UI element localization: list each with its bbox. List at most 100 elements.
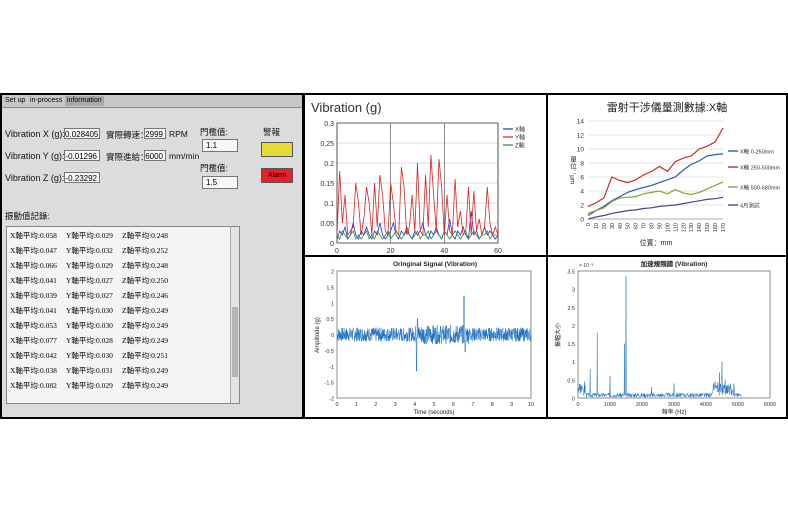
log-z-value: Z軸平均:0.249 — [122, 336, 169, 345]
x-tick-label: 120 — [681, 223, 687, 232]
spectrum-trace — [577, 276, 742, 398]
chart-title: 加速規頻譜 (Vibration) — [640, 259, 708, 268]
y-tick-label: 0.2 — [324, 161, 334, 168]
log-y-value: Y軸平均:0.032 — [66, 246, 113, 255]
log-row: X軸平均:0.042 Y軸平均:0.030 Z軸平均:0.251 — [10, 350, 178, 362]
x-tick-label: 140 — [697, 223, 703, 232]
x-axis-label: 頻率 (Hz) — [662, 408, 687, 416]
x-tick-label: 170 — [721, 223, 727, 232]
y-tick-label: 12 — [577, 133, 585, 140]
tab-information[interactable]: information — [65, 96, 104, 106]
chart-title: Vibration (g) — [311, 100, 382, 115]
x-tick-label: 8 — [491, 402, 494, 408]
log-y-value: Y軸平均:0.027 — [66, 291, 113, 300]
y-tick-label: 4 — [580, 189, 584, 196]
x-tick-label: 1000 — [604, 402, 616, 408]
y-tick-label: 10 — [577, 147, 585, 154]
legend-label: X軸 500-680mm — [740, 184, 780, 192]
log-y-value: Y軸平均:0.031 — [66, 366, 113, 375]
log-y-value: Y軸平均:0.028 — [66, 336, 113, 345]
threshold2-label: 門檻值: — [200, 163, 228, 173]
log-row: X軸平均:0.077 Y軸平均:0.028 Z軸平均:0.249 — [10, 335, 178, 347]
x-tick-label: 4000 — [700, 402, 712, 408]
x-tick-label: 40 — [440, 248, 448, 255]
legend-label: Z軸 — [515, 142, 525, 150]
x-tick-label: 30 — [610, 223, 616, 229]
y-tick-label: 0.15 — [320, 181, 334, 188]
x-tick-label: 70 — [642, 223, 648, 229]
log-x-value: X軸平均:0.082 — [10, 381, 57, 390]
y-tick-label: 3.5 — [567, 270, 575, 276]
y-tick-label: 1 — [331, 301, 334, 307]
vibration-log-list: X軸平均:0.058 Y軸平均:0.029 Z軸平均:0.248 X軸平均:0.047… — [6, 226, 240, 404]
x-tick-label: 100 — [665, 223, 671, 232]
x-tick-label: 130 — [689, 223, 695, 232]
x-tick-label: 3000 — [668, 402, 680, 408]
legend-label: X軸 0-250mm — [740, 148, 774, 156]
log-x-value: X軸平均:0.039 — [10, 291, 57, 300]
log-y-value: Y軸平均:0.029 — [66, 381, 113, 390]
vib-z-field: -0.23292 — [64, 172, 100, 183]
y-tick-label: -0.5 — [325, 349, 334, 355]
log-y-value: Y軸平均:0.029 — [66, 261, 113, 270]
series-line-1 — [587, 127, 724, 207]
y-tick-label: 2 — [331, 270, 334, 276]
tab-setup[interactable]: Set up — [5, 97, 26, 104]
y-tick-label: -1.5 — [325, 381, 334, 387]
x-tick-label: 6000 — [764, 402, 776, 408]
log-x-value: X軸平均:0.058 — [10, 231, 57, 240]
log-y-value: Y軸平均:0.030 — [66, 306, 113, 315]
log-x-value: X軸平均:0.047 — [10, 246, 57, 255]
log-x-value: X軸平均:0.041 — [10, 306, 57, 315]
log-y-value: Y軸平均:0.030 — [66, 351, 113, 360]
chart-title: Oringinal Signal (Vibration) — [393, 261, 477, 268]
x-tick-label: 0 — [335, 402, 338, 408]
y-tick-label: 0.05 — [320, 221, 334, 228]
y-tick-label: 2 — [572, 324, 575, 330]
x-tick-label: 90 — [657, 223, 663, 229]
x-tick-label: 60 — [634, 223, 640, 229]
x-tick-label: 0 — [335, 248, 339, 255]
chart-title: 雷射干涉儀量測數據:X軸 — [607, 100, 727, 114]
log-x-value: X軸平均:0.038 — [10, 366, 57, 375]
x-tick-label: 160 — [713, 223, 719, 232]
vibration-chart: Vibration (g) 0 0.05 0.1 0.15 0.2 0.25 0.3 0 20 40… — [311, 100, 525, 255]
y-tick-label: 0 — [580, 217, 584, 224]
laser-chart-panel: 雷射干涉儀量測數據:X軸 0 2 4 6 8 10 12 14 0 10 20 30 40 50 60 70 80… — [548, 95, 786, 255]
log-z-value: Z軸平均:0.252 — [122, 246, 169, 255]
alarm-button[interactable]: Alarm — [261, 168, 293, 183]
vib-x-field: 0.028405 — [64, 128, 100, 139]
spectrum-chart-panel: 加速規頻譜 (Vibration) × 10⁻³ 0 0.5 1 1.5 2 2.5 3 3.5 0… — [548, 257, 786, 417]
y-tick-label: 8 — [580, 161, 584, 168]
log-scroll-thumb[interactable] — [232, 307, 238, 377]
signal-chart: Oringinal Signal (Vibration) -2 -1.5 -1 -0.5… — [315, 261, 534, 416]
log-z-value: Z軸平均:0.249 — [122, 306, 169, 315]
x-tick-label: 4 — [413, 402, 416, 408]
actual-feed-label: 實際進給： — [106, 152, 149, 162]
tab-in-process[interactable]: in-process — [30, 97, 63, 104]
tab-bar: Set up in-process information — [2, 95, 302, 108]
series-line-2 — [336, 230, 498, 240]
legend-label: Y軸 — [515, 134, 525, 142]
threshold2-input[interactable]: 1.5 — [202, 176, 238, 189]
threshold1-input[interactable]: 1.1 — [202, 139, 238, 152]
log-z-value: Z軸平均:0.248 — [122, 261, 169, 270]
log-row: X軸平均:0.066 Y軸平均:0.029 Z軸平均:0.248 — [10, 260, 178, 272]
y-tick-label: 3 — [572, 288, 575, 294]
x-tick-label: 0 — [586, 223, 592, 226]
legend-label: 4月測試 — [740, 202, 760, 210]
plot-frame — [577, 270, 771, 399]
x-tick-label: 5000 — [732, 402, 744, 408]
log-scrollbar[interactable] — [230, 227, 239, 403]
x-tick-label: 2000 — [636, 402, 648, 408]
x-axis-label: Time (seconds) — [413, 410, 454, 416]
x-tick-label: 10 — [528, 402, 534, 408]
composite-figure: Set up in-process information Vibration … — [0, 93, 788, 419]
threshold1-label: 門檻值: — [200, 127, 228, 137]
y-tick-label: 2 — [580, 203, 584, 210]
y-tick-label: 1 — [572, 360, 575, 366]
y-axis-label: Amplitude (g) — [315, 317, 321, 353]
x-tick-label: 2 — [374, 402, 377, 408]
log-row: X軸平均:0.041 Y軸平均:0.030 Z軸平均:0.249 — [10, 305, 178, 317]
